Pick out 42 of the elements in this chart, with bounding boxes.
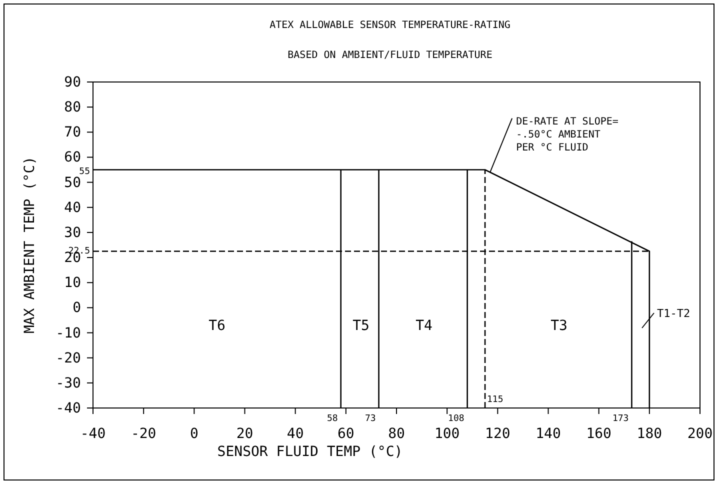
annotation: T4 bbox=[416, 318, 432, 334]
x-tick-label: 200 bbox=[687, 426, 713, 442]
y-tick-label: -10 bbox=[56, 325, 81, 342]
x-axis-title: SENSOR FLUID TEMP (°C) bbox=[217, 444, 403, 460]
annotation: DE-RATE AT SLOPE= -.50°C AMBIENT PER °C FLUID bbox=[516, 116, 618, 154]
x-tick-label: 120 bbox=[485, 426, 510, 442]
x-tick-label: 0 bbox=[190, 426, 198, 442]
y-tick-label: -30 bbox=[56, 375, 81, 392]
x-tick-label: -20 bbox=[130, 426, 156, 442]
y-tick-label: 0 bbox=[72, 300, 81, 316]
x-tick-label: 20 bbox=[236, 426, 254, 442]
y-tick-label: 10 bbox=[64, 275, 81, 292]
x-tick-label: 60 bbox=[337, 426, 354, 442]
chart-title: ATEX ALLOWABLE SENSOR TEMPERATURE-RATING bbox=[270, 20, 510, 31]
x-tick-label: 180 bbox=[636, 426, 662, 442]
annotation: T5 bbox=[352, 318, 370, 334]
x-tick-label: 100 bbox=[434, 426, 460, 442]
y-tick-label: 90 bbox=[64, 74, 81, 90]
annotation: 173 bbox=[612, 414, 629, 424]
y-tick-label: 70 bbox=[64, 124, 81, 141]
y-tick-label: 40 bbox=[64, 200, 81, 216]
y-tick-label: 60 bbox=[64, 150, 81, 166]
x-tick-label: -40 bbox=[80, 426, 106, 442]
chart-subtitle: BASED ON AMBIENT/FLUID TEMPERATURE bbox=[288, 50, 492, 61]
y-tick-label: 80 bbox=[64, 100, 81, 116]
y-axis-title: MAX AMBIENT TEMP (°C) bbox=[22, 156, 38, 334]
y-tick-label: -20 bbox=[56, 350, 81, 366]
annotation: T6 bbox=[208, 318, 226, 334]
x-tick-label: 80 bbox=[388, 426, 405, 442]
annotation: 108 bbox=[448, 414, 464, 424]
y-tick-label: -40 bbox=[56, 400, 81, 416]
y-tick-label: 30 bbox=[64, 224, 81, 241]
annotation: 55 bbox=[79, 166, 90, 177]
x-tick-label: 40 bbox=[286, 426, 304, 442]
annotation: 73 bbox=[364, 414, 376, 424]
annotation: 58 bbox=[327, 414, 338, 424]
y-tick-label: 50 bbox=[64, 174, 81, 191]
annotation: 115 bbox=[487, 395, 504, 405]
annotation: T3 bbox=[550, 318, 568, 334]
x-tick-label: 160 bbox=[586, 426, 612, 442]
x-tick-label: 140 bbox=[536, 426, 561, 442]
annotation: T1-T2 bbox=[657, 307, 690, 320]
